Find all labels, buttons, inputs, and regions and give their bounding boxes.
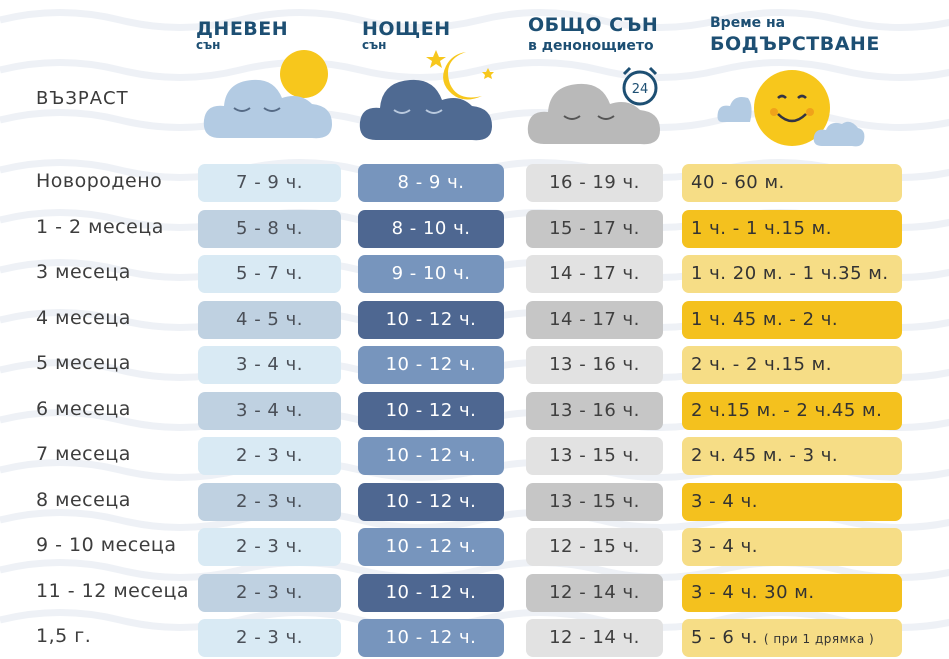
night-sleep-cell: 10 - 12 ч. bbox=[358, 301, 504, 339]
night-sleep-cell: 8 - 9 ч. bbox=[358, 164, 504, 202]
total-sleep-cell: 13 - 16 ч. bbox=[526, 392, 663, 430]
awake-time-value: 3 - 4 ч. bbox=[691, 491, 758, 512]
total-sleep-subtitle: в денонощието bbox=[528, 38, 654, 54]
table-row: 4 месеца 4 - 5 ч. 10 - 12 ч. 14 - 17 ч. 1 ч.… bbox=[0, 301, 949, 339]
awake-time-cell: 3 - 4 ч. bbox=[682, 528, 902, 566]
awake-time-value: 3 - 4 ч. 30 м. bbox=[691, 582, 815, 603]
age-cell: 3 месеца bbox=[36, 261, 131, 283]
awake-time-value: 1 ч. - 1 ч.15 м. bbox=[691, 218, 832, 239]
awake-time-cell: 2 ч. 45 м. - 3 ч. bbox=[682, 437, 902, 475]
awake-time-value: 40 - 60 м. bbox=[691, 172, 785, 193]
total-sleep-cell: 13 - 15 ч. bbox=[526, 437, 663, 475]
table-row: 11 - 12 месеца 2 - 3 ч. 10 - 12 ч. 12 - 14 … bbox=[0, 574, 949, 612]
awake-time-subtitle: БОДЪРСТВАНЕ bbox=[710, 33, 880, 55]
table-row: 9 - 10 месеца 2 - 3 ч. 10 - 12 ч. 12 - 15 ч… bbox=[0, 528, 949, 566]
awake-time-cell: 2 ч.15 м. - 2 ч.45 м. bbox=[682, 392, 902, 430]
awake-time-cell: 1 ч. 45 м. - 2 ч. bbox=[682, 301, 902, 339]
table-row: Новородено 7 - 9 ч. 8 - 9 ч. 16 - 19 ч. 40 -… bbox=[0, 164, 949, 202]
awake-time-value: 1 ч. 20 м. - 1 ч.35 м. bbox=[691, 263, 889, 284]
table-row: 1,5 г. 2 - 3 ч. 10 - 12 ч. 12 - 14 ч. 5 - 6 … bbox=[0, 619, 949, 657]
awake-time-title: Време на bbox=[710, 15, 786, 31]
total-sleep-cell: 12 - 14 ч. bbox=[526, 574, 663, 612]
awake-time-cell: 3 - 4 ч. 30 м. bbox=[682, 574, 902, 612]
day-sleep-title: ДНЕВЕН bbox=[196, 18, 289, 40]
total-sleep-cell: 12 - 14 ч. bbox=[526, 619, 663, 657]
age-cell: 6 месеца bbox=[36, 398, 131, 420]
awake-time-value: 3 - 4 ч. bbox=[691, 536, 758, 557]
total-sleep-cell: 15 - 17 ч. bbox=[526, 210, 663, 248]
awake-time-value: 5 - 6 ч. bbox=[691, 627, 758, 648]
age-cell: 11 - 12 месеца bbox=[36, 580, 190, 602]
day-sleep-cell: 3 - 4 ч. bbox=[198, 346, 341, 384]
night-sleep-cell: 9 - 10 ч. bbox=[358, 255, 504, 293]
awake-time-value: 2 ч. 45 м. - 3 ч. bbox=[691, 445, 839, 466]
age-cell: Новородено bbox=[36, 170, 163, 192]
table-row: 7 месеца 2 - 3 ч. 10 - 12 ч. 13 - 15 ч. 2 ч.… bbox=[0, 437, 949, 475]
night-sleep-cell: 10 - 12 ч. bbox=[358, 437, 504, 475]
day-sleep-cell: 5 - 7 ч. bbox=[198, 255, 341, 293]
total-sleep-cell: 12 - 15 ч. bbox=[526, 528, 663, 566]
day-sleep-header: ДНЕВЕН сън bbox=[196, 18, 289, 52]
night-sleep-cell: 10 - 12 ч. bbox=[358, 346, 504, 384]
awake-time-cell: 1 ч. - 1 ч.15 м. bbox=[682, 210, 902, 248]
day-sleep-cell: 7 - 9 ч. bbox=[198, 164, 341, 202]
day-sleep-cell: 2 - 3 ч. bbox=[198, 619, 341, 657]
awake-time-cell: 3 - 4 ч. bbox=[682, 483, 902, 521]
awake-time-value: 2 ч. - 2 ч.15 м. bbox=[691, 354, 832, 375]
table-row: 5 месеца 3 - 4 ч. 10 - 12 ч. 13 - 16 ч. 2 ч.… bbox=[0, 346, 949, 384]
day-sleep-cell: 3 - 4 ч. bbox=[198, 392, 341, 430]
awake-time-header: Време на БОДЪРСТВАНЕ bbox=[710, 16, 880, 54]
table-row: 8 месеца 2 - 3 ч. 10 - 12 ч. 13 - 15 ч. 3 - … bbox=[0, 483, 949, 521]
day-sleep-cell: 2 - 3 ч. bbox=[198, 528, 341, 566]
awake-time-cell: 40 - 60 м. bbox=[682, 164, 902, 202]
total-sleep-cell: 13 - 15 ч. bbox=[526, 483, 663, 521]
age-cell: 4 месеца bbox=[36, 307, 131, 329]
day-sleep-cell: 5 - 8 ч. bbox=[198, 210, 341, 248]
awake-time-cell: 1 ч. 20 м. - 1 ч.35 м. bbox=[682, 255, 902, 293]
total-sleep-cell: 14 - 17 ч. bbox=[526, 255, 663, 293]
night-sleep-cell: 8 - 10 ч. bbox=[358, 210, 504, 248]
night-sleep-cell: 10 - 12 ч. bbox=[358, 392, 504, 430]
age-cell: 8 месеца bbox=[36, 489, 131, 511]
awake-time-value: 1 ч. 45 м. - 2 ч. bbox=[691, 309, 839, 330]
night-sleep-title: НОЩЕН bbox=[362, 18, 451, 40]
age-cell: 9 - 10 месеца bbox=[36, 534, 177, 556]
night-sleep-header: НОЩЕН сън bbox=[362, 18, 451, 52]
night-sleep-subtitle: сън bbox=[362, 38, 387, 52]
age-column-header: ВЪЗРАСТ bbox=[36, 88, 129, 109]
cloud-alarm-clock-sleeping-icon: 24 bbox=[527, 66, 660, 145]
age-cell: 5 месеца bbox=[36, 352, 131, 374]
day-sleep-cell: 2 - 3 ч. bbox=[198, 483, 341, 521]
total-sleep-cell: 13 - 16 ч. bbox=[526, 346, 663, 384]
awake-time-note: ( при 1 дрямка ) bbox=[763, 632, 875, 646]
day-sleep-cell: 4 - 5 ч. bbox=[198, 301, 341, 339]
night-sleep-cell: 10 - 12 ч. bbox=[358, 483, 504, 521]
table-row: 1 - 2 месеца 5 - 8 ч. 8 - 10 ч. 15 - 17 ч. 1… bbox=[0, 210, 949, 248]
age-cell: 7 месеца bbox=[36, 443, 131, 465]
day-sleep-subtitle: сън bbox=[196, 38, 221, 52]
smiling-sun-icon bbox=[717, 70, 865, 147]
night-sleep-cell: 10 - 12 ч. bbox=[358, 619, 504, 657]
cloud-moon-stars-sleeping-icon bbox=[359, 50, 494, 141]
age-cell: 1 - 2 месеца bbox=[36, 216, 164, 238]
table-row: 3 месеца 5 - 7 ч. 9 - 10 ч. 14 - 17 ч. 1 ч. … bbox=[0, 255, 949, 293]
total-sleep-header: ОБЩО СЪН в денонощието bbox=[528, 14, 659, 54]
total-sleep-cell: 16 - 19 ч. bbox=[526, 164, 663, 202]
clock-number: 24 bbox=[632, 82, 649, 97]
total-sleep-cell: 14 - 17 ч. bbox=[526, 301, 663, 339]
table-row: 6 месеца 3 - 4 ч. 10 - 12 ч. 13 - 16 ч. 2 ч.… bbox=[0, 392, 949, 430]
night-sleep-cell: 10 - 12 ч. bbox=[358, 574, 504, 612]
awake-time-value: 2 ч.15 м. - 2 ч.45 м. bbox=[691, 400, 883, 421]
cloud-sun-sleeping-icon bbox=[203, 50, 332, 139]
day-sleep-cell: 2 - 3 ч. bbox=[198, 574, 341, 612]
night-sleep-cell: 10 - 12 ч. bbox=[358, 528, 504, 566]
total-sleep-title: ОБЩО СЪН bbox=[528, 14, 659, 36]
day-sleep-cell: 2 - 3 ч. bbox=[198, 437, 341, 475]
age-cell: 1,5 г. bbox=[36, 625, 92, 647]
awake-time-cell: 2 ч. - 2 ч.15 м. bbox=[682, 346, 902, 384]
awake-time-cell: 5 - 6 ч. ( при 1 дрямка ) bbox=[682, 619, 902, 657]
